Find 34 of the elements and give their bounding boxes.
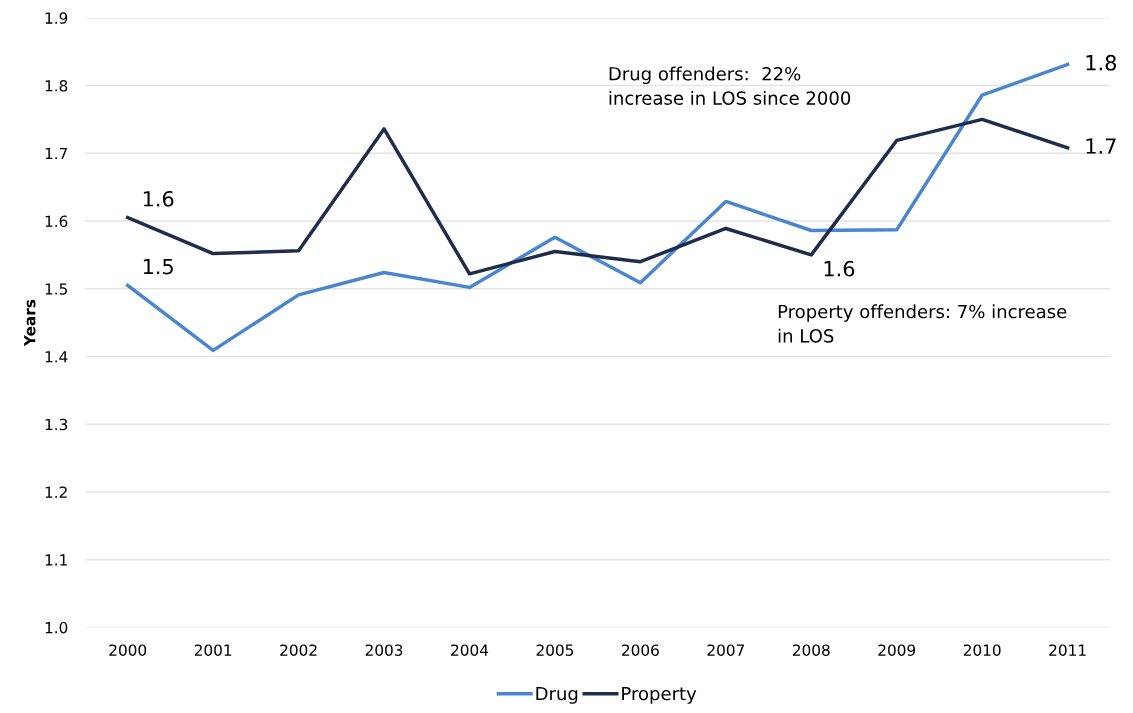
x-tick-label: 2002 [280, 644, 317, 656]
y-tick-label: 1.3 [45, 418, 68, 431]
data-label: 1.7 [1086, 138, 1116, 154]
y-tick-label: 1.8 [45, 80, 68, 92]
y-tick-label: 1.1 [45, 554, 67, 566]
x-tick-label: 2005 [536, 644, 574, 656]
x-tick-label: 2004 [451, 644, 489, 656]
x-tick-label: 2000 [109, 644, 147, 656]
y-tick-label: 1.7 [45, 147, 67, 160]
x-tick-label: 2006 [622, 644, 659, 656]
y-tick-label: 1.0 [45, 621, 68, 634]
y-tick-label: 1.4 [45, 351, 68, 363]
y-tick-label: 1.5 [45, 283, 67, 295]
y-tick-label: 1.2 [45, 486, 67, 498]
x-tick-label: 2011 [1049, 644, 1086, 656]
data-label: 1.6 [824, 260, 855, 277]
y-tick-label: 1.6 [45, 215, 68, 228]
annotation: Drug offenders: 22% increase in LOS since 2000 [609, 66, 851, 105]
y-tick-label: 1.9 [45, 12, 68, 24]
x-tick-label: 2007 [707, 644, 744, 656]
line-series [125, 62, 1070, 353]
x-tick-label: 2009 [878, 644, 916, 656]
data-label: 1.6 [143, 190, 174, 207]
annotation: Property offenders: 7% increase in LOS [778, 304, 1067, 343]
data-label: 1.5 [143, 258, 173, 275]
x-tick-label: 2008 [792, 644, 830, 656]
legend-label: Drug [536, 686, 578, 704]
data-label: 1.8 [1086, 54, 1116, 71]
legend-label: Property [622, 686, 697, 704]
x-tick-label: 2001 [194, 644, 232, 656]
y-axis-title: Years [24, 299, 36, 347]
line-series [125, 117, 1070, 276]
x-tick-label: 2003 [365, 644, 403, 656]
x-tick-label: 2010 [963, 644, 1001, 656]
